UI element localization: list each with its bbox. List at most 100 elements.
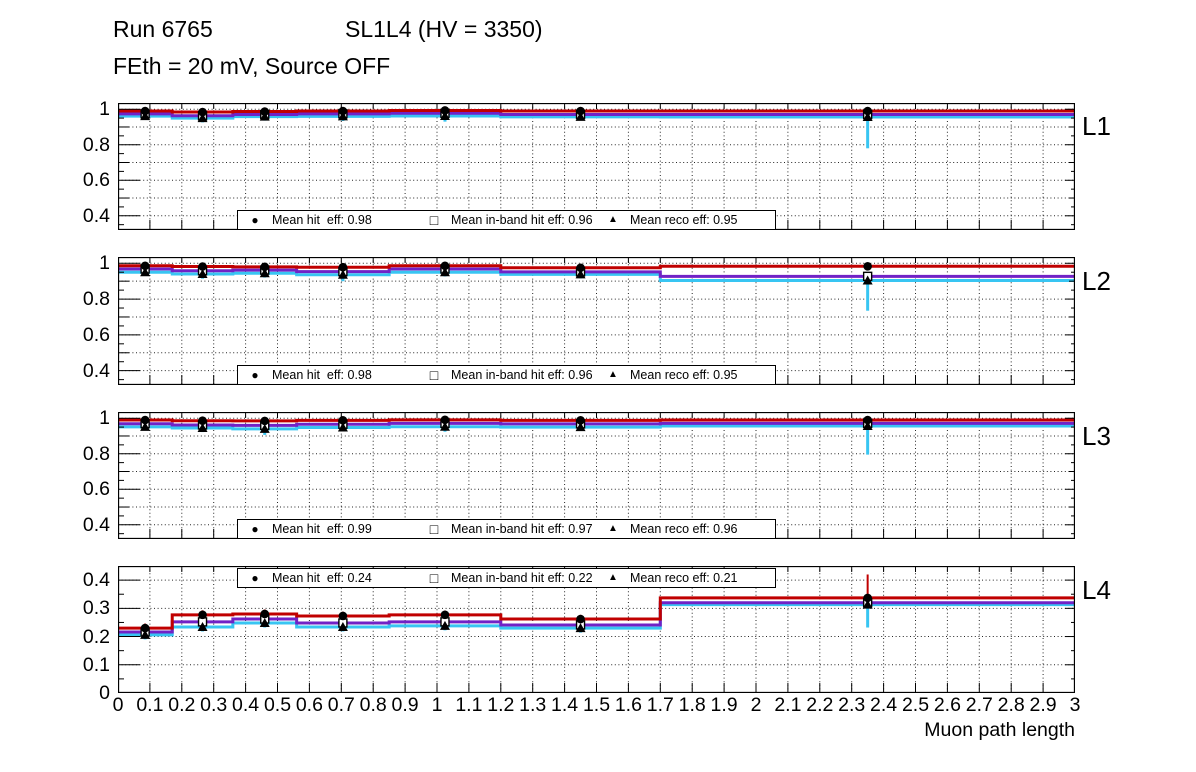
filled-triangle-marker	[439, 421, 450, 431]
filled-circle-marker	[440, 415, 450, 425]
x-tick-label: 3	[1069, 694, 1081, 716]
x-tick-label: 2.5	[901, 694, 930, 716]
panel-label-l4: L4	[1082, 575, 1111, 605]
legend-l3: ● Mean hit eff: 0.99 □ Mean in-band hit ef…	[237, 519, 776, 539]
x-tick-label: 0.3	[200, 694, 228, 716]
data-markers	[140, 415, 873, 433]
panel-border	[118, 566, 1075, 693]
filled-triangle-marker	[337, 422, 348, 432]
y-tick-label: 0.8	[82, 133, 110, 156]
filled-circle-icon: ●	[251, 213, 259, 227]
filled-triangle-marker	[140, 629, 151, 639]
filled-circle-marker	[576, 106, 585, 116]
y-tick-label: 0.3	[82, 597, 110, 620]
y-tick-label: 0.8	[82, 442, 110, 465]
filled-circle-marker	[198, 107, 207, 117]
x-tick-label: 1.5	[582, 694, 611, 716]
legend-label: Mean reco eff: 0.95	[630, 213, 738, 227]
filled-circle-marker	[863, 262, 872, 271]
filled-circle-marker	[440, 610, 450, 620]
legend-label: Mean in-band hit eff: 0.97	[451, 522, 593, 536]
y-tick-label: 0.1	[82, 653, 110, 676]
filled-triangle-marker	[259, 111, 270, 121]
y-tick-label: 0.6	[82, 478, 110, 501]
x-tick-label: 1.2	[487, 694, 515, 716]
x-tick-label: 1.7	[646, 694, 674, 716]
open-square-icon: □	[429, 521, 439, 537]
plot-area-l2	[118, 257, 1075, 385]
legend-entry-inband: □ Mean in-band hit eff: 0.22	[417, 569, 596, 587]
filled-circle-marker	[198, 416, 207, 426]
filled-triangle-marker	[140, 111, 151, 121]
y-tick-label: 0.4	[82, 569, 110, 592]
legend-l2: ● Mean hit eff: 0.98 □ Mean in-band hit ef…	[237, 365, 776, 385]
filled-triangle-marker	[439, 110, 450, 120]
filled-circle-marker	[140, 623, 150, 633]
conditions-title: FEth = 20 mV, Source OFF	[113, 53, 391, 79]
x-tick-label: 0.9	[391, 694, 419, 716]
filled-circle-icon: ●	[251, 368, 259, 382]
x-tick-label: 0	[112, 694, 124, 716]
x-tick-label: 2	[750, 694, 762, 716]
open-square-icon: □	[429, 212, 439, 228]
filled-triangle-marker	[862, 421, 873, 431]
filled-triangle-marker	[259, 423, 270, 433]
legend-l4: ● Mean hit eff: 0.24 □ Mean in-band hit ef…	[237, 568, 776, 588]
y-tick-label: 0.6	[82, 169, 110, 192]
legend-label: Mean hit eff: 0.98	[272, 368, 372, 382]
legend-entry-hit: ● Mean hit eff: 0.98	[238, 366, 417, 384]
panel-label-l2: L2	[1082, 266, 1111, 296]
legend-entry-inband: □ Mean in-band hit eff: 0.96	[417, 211, 596, 229]
run-title: Run 6765	[113, 16, 213, 42]
x-tick-label: 2.1	[774, 694, 802, 716]
filled-circle-marker	[140, 261, 150, 271]
x-tick-label: 1.4	[551, 694, 579, 716]
filled-circle-marker	[338, 262, 348, 272]
legend-entry-reco: ▲ Mean reco eff: 0.95	[596, 211, 775, 229]
filled-circle-marker	[863, 415, 872, 425]
filled-circle-icon: ●	[251, 571, 259, 585]
filled-circle-marker	[576, 416, 585, 425]
filled-circle-marker	[140, 415, 150, 425]
legend-entry-reco: ▲ Mean reco eff: 0.95	[596, 366, 775, 384]
legend-label: Mean in-band hit eff: 0.96	[451, 213, 593, 227]
filled-triangle-marker	[575, 422, 586, 432]
x-tick-label: 0.5	[263, 694, 292, 716]
filled-triangle-marker	[575, 111, 586, 121]
filled-circle-marker	[260, 107, 270, 116]
y-tick-label: 0.2	[82, 625, 110, 648]
panel-label-l1: L1	[1082, 111, 1111, 141]
inband-step-line	[118, 111, 1075, 118]
x-tick-label: 1.6	[614, 694, 642, 716]
x-tick-label: 1.3	[519, 694, 547, 716]
hit-step-line	[118, 108, 1075, 114]
x-tick-label: 1.1	[455, 694, 483, 716]
x-tick-label: 2.7	[965, 694, 993, 716]
y-tick-label: 1	[99, 252, 110, 275]
filled-triangle-marker	[140, 267, 151, 277]
filled-triangle-marker	[197, 113, 208, 123]
filled-circle-marker	[198, 610, 207, 620]
legend-entry-reco: ▲ Mean reco eff: 0.21	[596, 569, 775, 587]
legend-label: Mean reco eff: 0.21	[630, 571, 738, 585]
reco-error-bars	[143, 114, 870, 149]
efficiency-panel-l2: ● Mean hit eff: 0.98 □ Mean in-band hit ef…	[118, 257, 1075, 385]
data-markers	[140, 261, 873, 285]
x-tick-label: 2.3	[838, 694, 866, 716]
filled-triangle-marker	[337, 621, 348, 631]
filled-triangle-marker	[575, 623, 586, 633]
filled-triangle-marker	[197, 621, 208, 631]
x-tick-label: 1	[431, 694, 443, 716]
efficiency-panel-l4: ● Mean hit eff: 0.24 □ Mean in-band hit ef…	[118, 566, 1075, 693]
filled-triangle-icon: ▲	[608, 572, 618, 583]
plot-title: Run 6765 SL1L4 (HV = 3350)	[113, 16, 713, 46]
filled-triangle-marker	[862, 599, 873, 609]
legend-label: Mean reco eff: 0.96	[630, 522, 738, 536]
y-tick-label: 0.4	[82, 513, 110, 536]
filled-triangle-marker	[439, 620, 450, 630]
y-tick-label: 0.4	[82, 204, 110, 227]
filled-circle-marker	[198, 262, 207, 271]
filled-triangle-icon: ▲	[608, 523, 618, 534]
x-tick-label: 2.2	[806, 694, 834, 716]
filled-triangle-marker	[862, 275, 873, 285]
